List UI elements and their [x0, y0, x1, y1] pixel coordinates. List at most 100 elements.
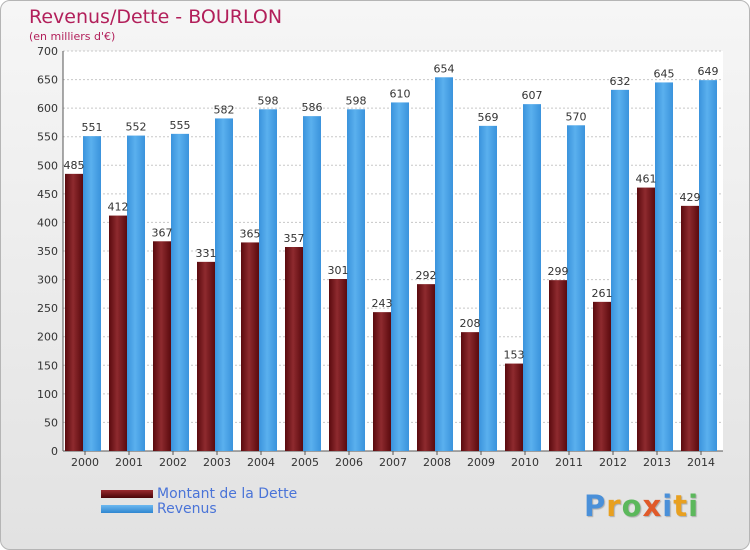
logo-letter: o — [621, 489, 643, 523]
data-label-revenus: 569 — [478, 111, 499, 124]
bar-revenus-2012 — [611, 89, 629, 451]
bar-debt-2002 — [153, 241, 171, 451]
bar-revenus-2002 — [171, 133, 189, 451]
data-label-revenus: 632 — [610, 75, 631, 88]
data-label-revenus: 551 — [82, 121, 103, 134]
bar-debt-2012 — [593, 301, 611, 451]
legend-label-revenus: Revenus — [157, 501, 217, 517]
y-tick-label: 100 — [37, 388, 58, 401]
bar-revenus-2008 — [435, 77, 453, 452]
bar-debt-2011 — [549, 280, 567, 451]
bar-debt-2003 — [197, 261, 215, 451]
bar-debt-2008 — [417, 284, 435, 451]
bar-revenus-2009 — [479, 125, 497, 451]
x-tick-label: 2008 — [423, 456, 451, 469]
logo-letter: P — [584, 489, 607, 523]
data-label-revenus: 586 — [302, 101, 323, 114]
y-tick-label: 650 — [37, 74, 58, 87]
x-tick-label: 2005 — [291, 456, 319, 469]
bar-revenus-2000 — [83, 136, 101, 451]
bar-revenus-2006 — [347, 109, 365, 452]
data-label-debt: 301 — [328, 264, 349, 277]
x-tick-label: 2012 — [599, 456, 627, 469]
data-label-revenus: 552 — [126, 121, 147, 134]
legend-swatch-debt — [101, 490, 153, 498]
y-tick-label: 150 — [37, 359, 58, 372]
data-label-revenus: 598 — [346, 94, 367, 107]
x-tick-label: 2010 — [511, 456, 539, 469]
data-label-debt: 243 — [372, 297, 393, 310]
data-label-revenus: 598 — [258, 94, 279, 107]
data-label-revenus: 582 — [214, 103, 235, 116]
bar-revenus-2004 — [259, 109, 277, 452]
x-tick-label: 2004 — [247, 456, 275, 469]
logo-letter: r — [606, 489, 622, 523]
data-label-debt: 365 — [240, 227, 261, 240]
logo-letter: x — [642, 489, 663, 523]
data-label-debt: 461 — [636, 173, 657, 186]
y-tick-label: 300 — [37, 274, 58, 287]
logo-letter: i — [662, 489, 674, 523]
y-tick-label: 200 — [37, 331, 58, 344]
data-label-debt: 208 — [460, 317, 481, 330]
bar-debt-2009 — [461, 332, 479, 451]
x-tick-label: 2000 — [71, 456, 99, 469]
y-tick-label: 400 — [37, 216, 58, 229]
y-tick-label: 50 — [44, 416, 58, 429]
bar-debt-2006 — [329, 279, 347, 451]
data-label-revenus: 570 — [566, 110, 587, 123]
y-tick-label: 450 — [37, 188, 58, 201]
y-tick-label: 250 — [37, 302, 58, 315]
bar-debt-2007 — [373, 312, 391, 451]
bar-revenus-2003 — [215, 118, 233, 451]
x-tick-label: 2001 — [115, 456, 143, 469]
bar-revenus-2013 — [655, 82, 673, 451]
x-tick-label: 2002 — [159, 456, 187, 469]
chart-title: Revenus/Dette - BOURLON — [29, 6, 283, 28]
y-tick-label: 600 — [37, 102, 58, 115]
bar-debt-2001 — [109, 215, 127, 451]
proxiti-logo: Proxiti — [584, 489, 699, 523]
bar-revenus-2007 — [391, 102, 409, 451]
x-tick-label: 2003 — [203, 456, 231, 469]
bar-debt-2000 — [65, 173, 83, 451]
x-tick-label: 2014 — [687, 456, 715, 469]
legend-swatch-revenus — [101, 505, 153, 513]
bar-revenus-2001 — [127, 135, 145, 452]
data-label-revenus: 555 — [170, 119, 191, 132]
bar-debt-2010 — [505, 363, 523, 451]
y-tick-label: 500 — [37, 159, 58, 172]
bar-debt-2004 — [241, 242, 259, 451]
chart-subtitle: (en milliers d'€) — [29, 30, 116, 43]
data-label-revenus: 610 — [390, 87, 411, 100]
data-label-debt: 261 — [592, 287, 613, 300]
x-tick-label: 2006 — [335, 456, 363, 469]
y-tick-label: 700 — [37, 45, 58, 58]
data-label-debt: 485 — [64, 159, 85, 172]
x-tick-label: 2011 — [555, 456, 583, 469]
x-tick-label: 2009 — [467, 456, 495, 469]
y-tick-label: 350 — [37, 245, 58, 258]
bar-debt-2014 — [681, 205, 699, 451]
bar-debt-2013 — [637, 187, 655, 452]
data-label-revenus: 645 — [654, 67, 675, 80]
data-label-revenus: 649 — [698, 65, 719, 78]
bar-revenus-2014 — [699, 80, 717, 452]
data-label-debt: 429 — [680, 191, 701, 204]
bar-debt-2005 — [285, 247, 303, 451]
logo-letter: i — [688, 489, 700, 523]
y-tick-label: 0 — [51, 445, 58, 458]
data-label-debt: 153 — [504, 349, 525, 362]
data-label-debt: 412 — [108, 201, 129, 214]
bar-revenus-2010 — [523, 104, 541, 452]
data-label-debt: 331 — [196, 247, 217, 260]
x-tick-label: 2013 — [643, 456, 671, 469]
logo-letter: t — [673, 489, 689, 523]
bar-revenus-2011 — [567, 125, 585, 452]
y-tick-label: 550 — [37, 131, 58, 144]
data-label-debt: 299 — [548, 265, 569, 278]
legend-label-debt: Montant de la Dette — [157, 486, 298, 502]
data-label-debt: 357 — [284, 232, 305, 245]
